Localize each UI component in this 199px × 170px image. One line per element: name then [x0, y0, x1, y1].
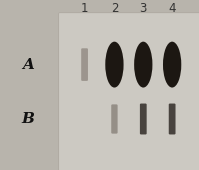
Ellipse shape: [105, 42, 124, 88]
Text: 2: 2: [111, 2, 118, 15]
FancyBboxPatch shape: [169, 104, 176, 134]
Ellipse shape: [163, 42, 181, 88]
Text: B: B: [21, 112, 34, 126]
Text: 1: 1: [81, 2, 88, 15]
Text: 3: 3: [139, 2, 147, 15]
FancyBboxPatch shape: [111, 104, 118, 134]
Ellipse shape: [134, 42, 152, 88]
FancyBboxPatch shape: [81, 48, 88, 81]
Text: A: A: [22, 58, 34, 72]
Text: 4: 4: [168, 2, 176, 15]
FancyBboxPatch shape: [59, 13, 199, 170]
FancyBboxPatch shape: [140, 104, 147, 134]
